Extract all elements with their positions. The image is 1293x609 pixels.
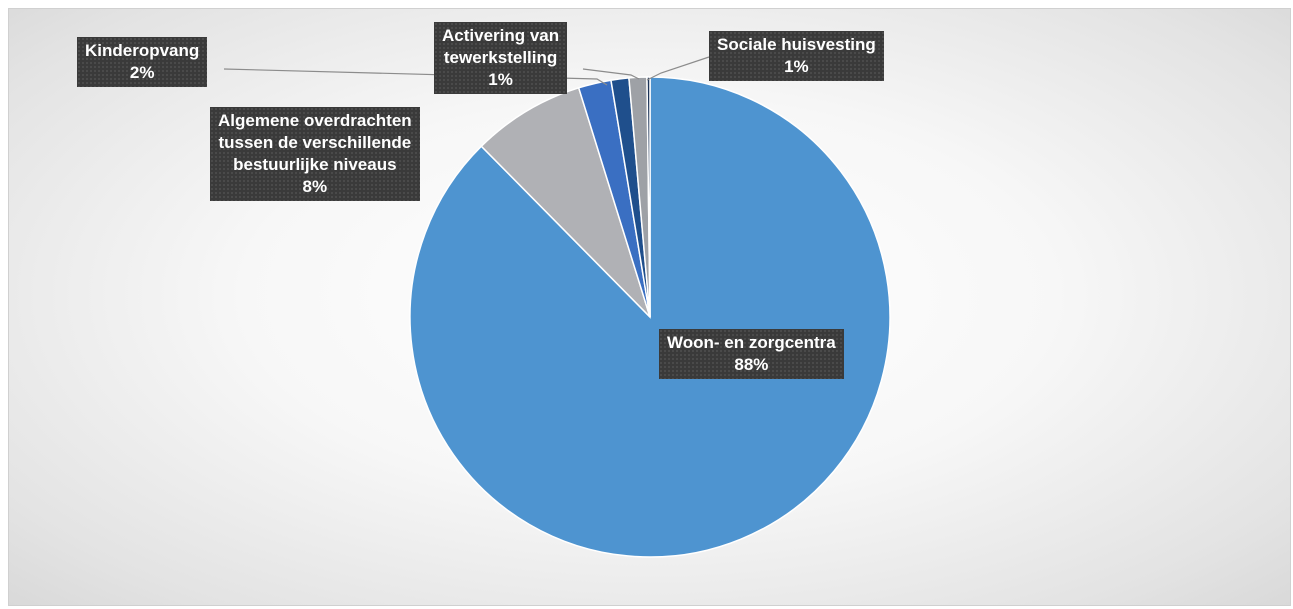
leader-line-sociale — [646, 56, 710, 81]
pie-slice-unlabeled-5 — [646, 76, 651, 318]
label-percent: 88% — [734, 355, 769, 374]
pie-slices — [409, 76, 891, 558]
label-line: Kinderopvang — [85, 41, 200, 60]
chart-area: Woon- en zorgcentra 88% Algemene overdra… — [8, 8, 1291, 606]
data-label-activering-van-tewerkstelling: Activering van tewerkstelling 1% — [434, 22, 568, 94]
leader-line-activering — [582, 68, 640, 80]
leader-lines — [223, 56, 710, 86]
label-line: Sociale huisvesting — [717, 35, 876, 54]
label-percent: 2% — [129, 63, 155, 82]
data-label-algemene-overdrachten: Algemene overdrachten tussen de verschil… — [210, 107, 420, 201]
label-line: bestuurlijke niveaus — [233, 155, 397, 174]
pie-chart — [223, 56, 891, 558]
data-label-woon-en-zorgcentra: Woon- en zorgcentra 88% — [659, 329, 844, 379]
label-line: Activering van — [442, 26, 560, 45]
label-line: tewerkstelling — [443, 48, 558, 67]
label-percent: 1% — [488, 70, 513, 89]
pie-slice-algemene-overdrachten-tussen-de-verschillende-bestuurlijke-niveaus — [480, 86, 651, 318]
label-percent: 8% — [302, 177, 328, 196]
data-label-sociale-huisvesting: Sociale huisvesting 1% — [709, 31, 884, 81]
data-label-kinderopvang: Kinderopvang 2% — [77, 37, 208, 87]
label-line: Woon- en zorgcentra — [667, 333, 836, 352]
leader-line-kinderopvang — [223, 68, 608, 86]
label-line: tussen de verschillende — [218, 133, 412, 152]
label-percent: 1% — [784, 57, 809, 76]
label-line: Algemene overdrachten — [218, 111, 412, 130]
